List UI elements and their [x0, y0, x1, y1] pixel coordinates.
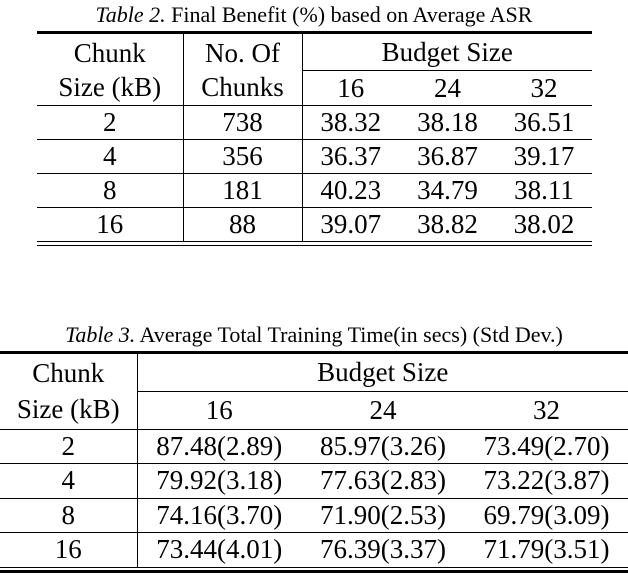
table3-row: 16 73.44(4.01) 76.39(3.37) 71.79(3.51) — [0, 532, 628, 567]
value-cell: 36.51 — [496, 105, 593, 140]
value-cell: 71.79(3.51) — [465, 532, 628, 567]
value-cell: 38.32 — [302, 105, 399, 140]
chunk-size-cell: 4 — [0, 463, 138, 498]
table2-budget-col-24: 24 — [434, 72, 461, 103]
value-cell: 34.79 — [399, 173, 496, 208]
table3-group-header: Budget Size — [137, 352, 628, 392]
value-cell: 39.07 — [302, 207, 399, 242]
num-chunks-cell: 356 — [183, 139, 303, 174]
table3-caption: Table 3. Average Total Training Time(in … — [0, 320, 628, 348]
num-chunks-cell: 181 — [183, 173, 303, 208]
chunk-size-cell: 4 — [37, 139, 184, 174]
table2-budget-col-16: 16 — [337, 72, 365, 103]
value-cell: 38.82 — [399, 207, 496, 242]
chunk-size-cell: 2 — [0, 428, 138, 464]
num-chunks-cell: 88 — [183, 207, 303, 242]
value-cell: 76.39(3.37) — [301, 532, 465, 567]
value-cell: 36.37 — [302, 139, 399, 174]
table2-row: 8 181 40.23 34.79 38.11 — [37, 173, 593, 208]
table3-caption-label: Table 3. — [65, 321, 136, 347]
table2-caption: Table 2. Final Benefit (%) based on Aver… — [0, 0, 628, 28]
table3-row: 8 74.16(3.70) 71.90(2.53) 69.79(3.09) — [0, 497, 628, 533]
table2-budget-col-32: 32 — [530, 72, 558, 103]
table3-bottom-rule — [0, 568, 628, 573]
value-cell: 77.63(2.83) — [301, 463, 465, 498]
value-cell: 36.87 — [399, 139, 496, 174]
table3: Chunk Size (kB) Budget Size 16 24 32 2 8… — [0, 350, 628, 568]
table3-row: 2 87.48(2.89) 85.97(3.26) 73.49(2.70) — [0, 428, 628, 464]
table2-row: 4 356 36.37 36.87 39.17 — [37, 139, 593, 174]
value-cell: 73.22(3.87) — [465, 463, 628, 498]
table2-row: 2 738 38.32 38.18 36.51 — [37, 105, 593, 140]
table2-col1-header: Chunk Size (kB) — [37, 32, 184, 106]
value-cell: 85.97(3.26) — [301, 428, 465, 464]
chunk-size-cell: 16 — [0, 532, 138, 567]
spacer — [0, 246, 628, 320]
table3-budget-col-32: 32 — [533, 394, 560, 425]
chunk-size-cell: 16 — [37, 207, 184, 242]
value-cell: 74.16(3.70) — [137, 497, 301, 533]
chunk-size-cell: 8 — [0, 497, 138, 533]
value-cell: 87.48(2.89) — [137, 428, 301, 464]
table2: Chunk Size (kB) No. Of Chunks Budget Siz… — [37, 31, 593, 242]
value-cell: 73.49(2.70) — [465, 428, 628, 464]
table3-budget-col-16: 16 — [205, 394, 233, 425]
table3-col1-header: Chunk Size (kB) — [0, 352, 138, 429]
value-cell: 69.79(3.09) — [465, 497, 628, 533]
value-cell: 38.11 — [496, 173, 593, 208]
num-chunks-cell: 738 — [183, 105, 303, 140]
value-cell: 71.90(2.53) — [301, 497, 465, 533]
table2-bottom-rule — [37, 242, 592, 246]
table3-budget-col-24: 24 — [369, 394, 397, 425]
value-cell: 38.18 — [399, 105, 496, 140]
table2-row: 16 88 39.07 38.82 38.02 — [37, 207, 593, 242]
value-cell: 40.23 — [302, 173, 399, 208]
table3-row: 4 79.92(3.18) 77.63(2.83) 73.22(3.87) — [0, 463, 628, 498]
value-cell: 39.17 — [496, 139, 593, 174]
value-cell: 79.92(3.18) — [137, 463, 301, 498]
chunk-size-cell: 2 — [37, 105, 184, 140]
value-cell: 73.44(4.01) — [137, 532, 301, 567]
value-cell: 38.02 — [496, 207, 593, 242]
table3-caption-text: Average Total Training Time(in secs) (St… — [139, 321, 563, 347]
table2-caption-label: Table 2. — [95, 2, 166, 27]
table2-caption-text: Final Benefit (%) based on Average ASR — [171, 2, 533, 27]
table2-col2-header: No. Of Chunks — [183, 32, 303, 106]
chunk-size-cell: 8 — [37, 173, 184, 208]
table2-group-header: Budget Size — [302, 32, 593, 71]
